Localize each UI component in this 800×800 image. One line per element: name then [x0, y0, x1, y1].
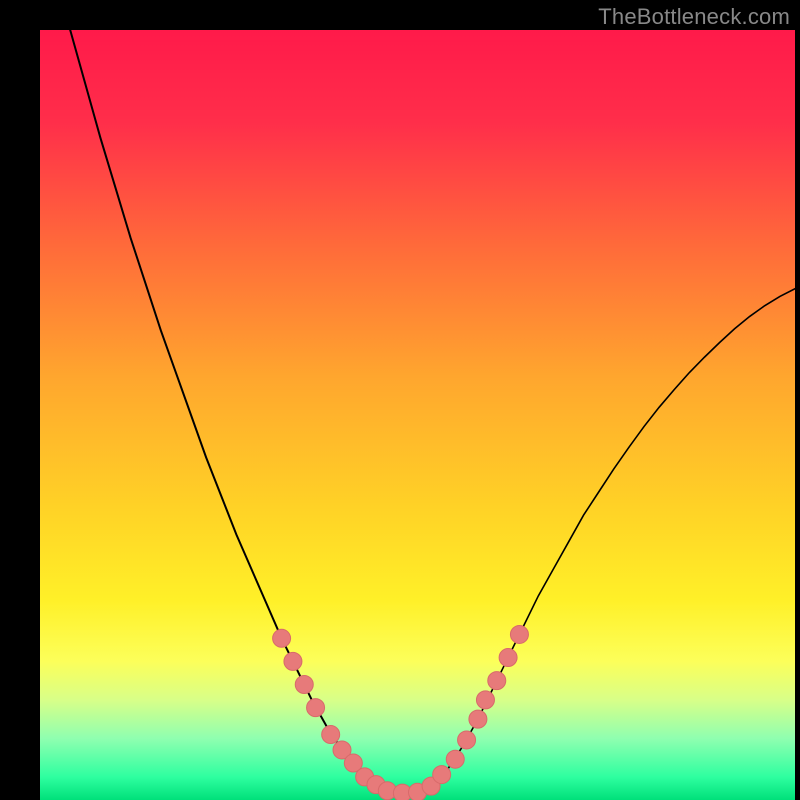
curve-left: [70, 30, 402, 794]
chart-stage: TheBottleneck.com: [0, 0, 800, 800]
data-marker: [273, 629, 291, 647]
data-marker: [446, 750, 464, 768]
data-marker: [499, 649, 517, 667]
plot-area: [40, 30, 795, 800]
data-marker: [510, 625, 528, 643]
data-marker: [488, 672, 506, 690]
data-marker: [295, 676, 313, 694]
data-marker: [469, 710, 487, 728]
data-marker: [458, 731, 476, 749]
curve-right: [402, 289, 795, 794]
watermark-text: TheBottleneck.com: [598, 4, 790, 30]
chart-overlay: [40, 30, 795, 800]
data-marker: [307, 699, 325, 717]
data-marker: [284, 652, 302, 670]
data-marker: [322, 726, 340, 744]
data-marker: [476, 691, 494, 709]
data-marker: [433, 766, 451, 784]
